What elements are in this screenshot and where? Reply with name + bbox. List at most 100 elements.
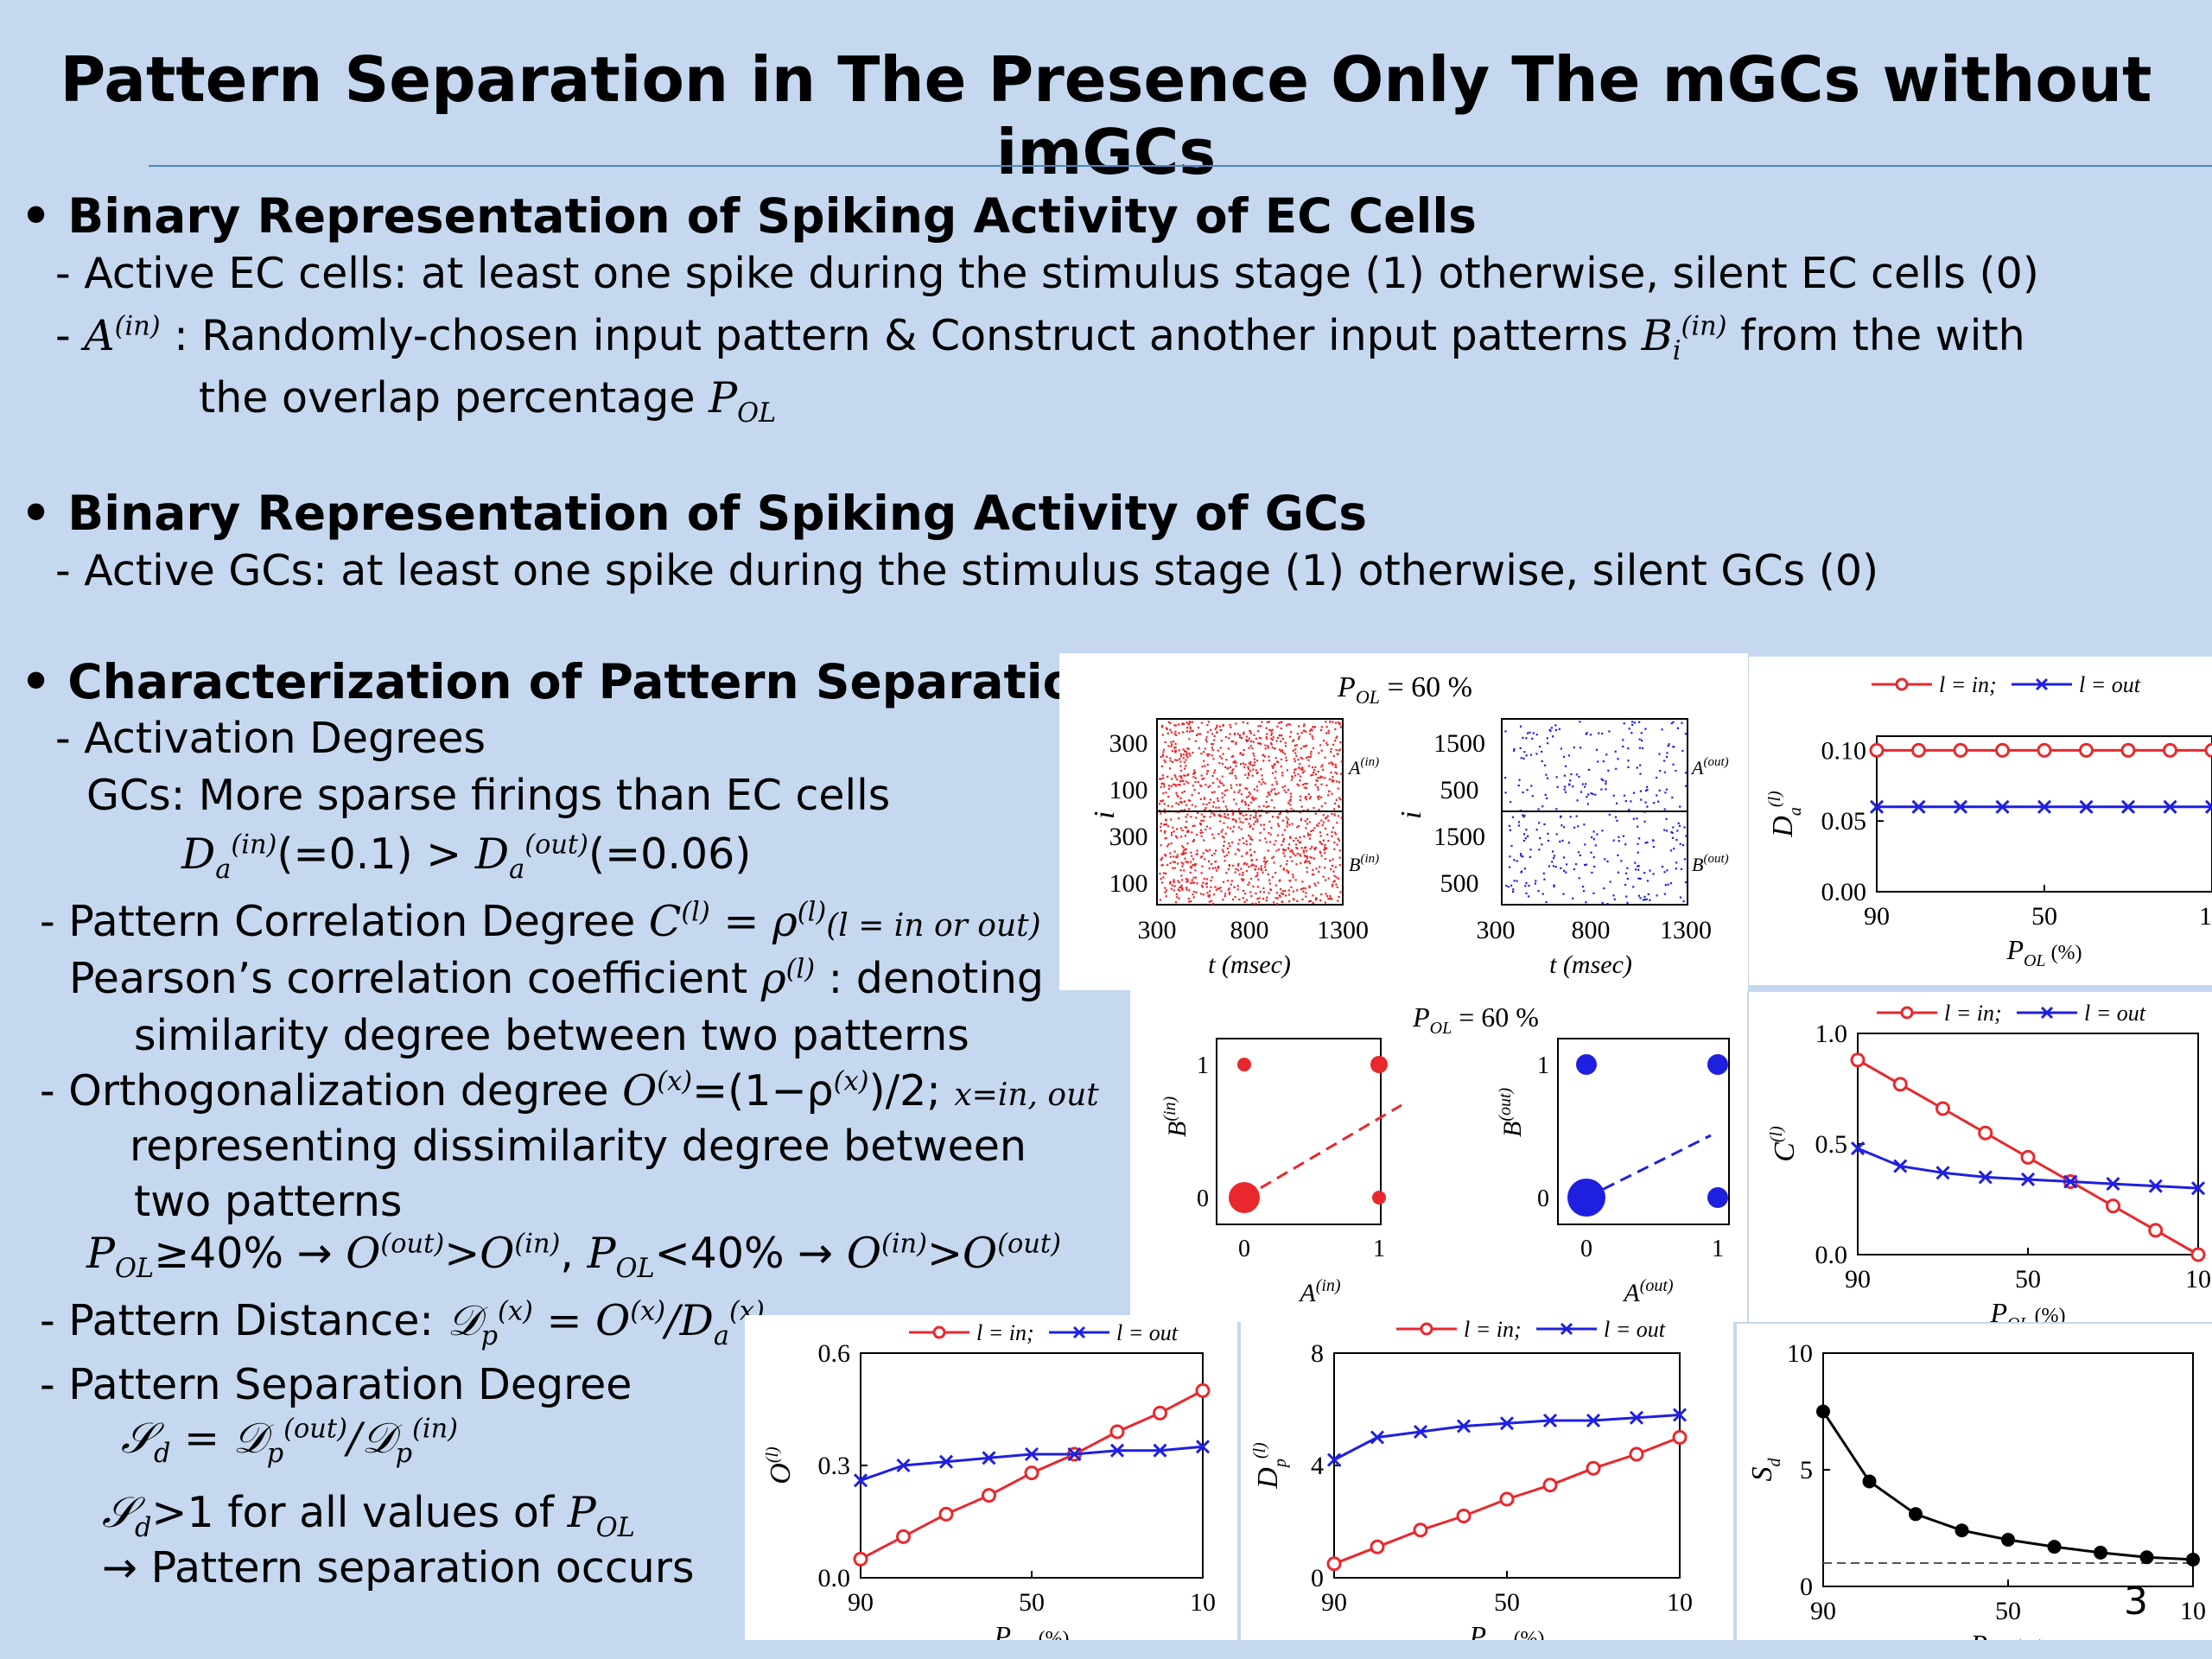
- spike: [1325, 784, 1328, 786]
- spike: [1534, 882, 1536, 885]
- spike: [1192, 825, 1194, 828]
- spike: [1579, 721, 1581, 723]
- spike: [1296, 852, 1299, 855]
- spike: [1240, 868, 1243, 870]
- spike: [1222, 880, 1225, 883]
- spike: [1261, 809, 1263, 811]
- spike: [1161, 856, 1164, 859]
- spike: [1299, 855, 1302, 857]
- spike: [1256, 874, 1259, 877]
- spike: [1173, 733, 1176, 735]
- data-point: [2190, 1247, 2206, 1262]
- spike: [1269, 791, 1272, 793]
- two-patterns-line: two patterns: [134, 1177, 403, 1226]
- spike: [1276, 725, 1279, 728]
- spike: [1262, 898, 1265, 900]
- spike: [1245, 853, 1248, 855]
- spike: [1264, 747, 1267, 750]
- spike: [1181, 791, 1184, 794]
- spike: [1300, 817, 1302, 820]
- spike: [1574, 863, 1578, 866]
- spike: [1280, 727, 1282, 730]
- spike: [1185, 804, 1188, 806]
- spike: [1171, 778, 1173, 780]
- spike: [1530, 785, 1533, 787]
- section-ec-heading: • Binary Representation of Spiking Activ…: [21, 188, 1477, 244]
- spike: [1305, 860, 1307, 862]
- spike: [1295, 754, 1298, 757]
- spike: [1218, 779, 1221, 782]
- axis-label-a-in: A(in): [1298, 1276, 1341, 1307]
- ec-line-2: - A(in) : Randomly-chosen input pattern …: [55, 311, 2025, 366]
- spike: [1321, 764, 1324, 766]
- spike: [1267, 849, 1269, 852]
- spike: [1219, 820, 1222, 823]
- spike: [1535, 753, 1538, 755]
- spike: [1333, 841, 1336, 844]
- spike: [1288, 900, 1291, 903]
- spike: [1221, 762, 1224, 766]
- spike: [1244, 787, 1247, 790]
- spike: [1325, 732, 1328, 734]
- spike: [1186, 842, 1189, 845]
- spike: [1336, 886, 1338, 888]
- spike: [1622, 745, 1624, 748]
- spike: [1230, 786, 1233, 789]
- spike: [1278, 849, 1281, 851]
- spike: [1308, 886, 1311, 889]
- spike: [1276, 834, 1279, 836]
- label-b-in: B(in): [1349, 852, 1379, 875]
- spike: [1311, 728, 1313, 732]
- spike: [1539, 837, 1541, 840]
- spike: [1287, 723, 1289, 726]
- spike: [1266, 860, 1268, 862]
- x-tick-label: 10: [2180, 1597, 2206, 1625]
- tick: 1500: [1433, 729, 1485, 758]
- spike: [1277, 823, 1280, 825]
- spike: [1194, 876, 1198, 879]
- tick: 300: [1109, 823, 1148, 851]
- x-tick-label: 10: [1667, 1588, 1693, 1617]
- spike: [1320, 728, 1323, 732]
- spike: [1605, 782, 1607, 785]
- spike: [1300, 847, 1303, 849]
- spike: [1312, 747, 1315, 749]
- legend-label: l = in;: [1464, 1317, 1522, 1342]
- spike: [1283, 829, 1287, 831]
- spike: [1162, 799, 1165, 802]
- spike: [1591, 836, 1593, 839]
- spike: [1224, 766, 1227, 769]
- spike: [1204, 858, 1206, 861]
- spike: [1281, 749, 1283, 752]
- spike: [1240, 828, 1243, 830]
- y-axis-label: C(l): [1767, 1126, 1801, 1162]
- spike: [1526, 789, 1529, 791]
- spike: [1248, 795, 1250, 798]
- spike: [1318, 870, 1320, 873]
- spike: [1524, 885, 1527, 887]
- spike: [1322, 768, 1325, 771]
- spike: [1217, 806, 1220, 809]
- spike: [1275, 793, 1278, 796]
- spike: [1231, 770, 1234, 772]
- spike: [1211, 747, 1213, 749]
- spike: [1607, 769, 1610, 772]
- spike: [1249, 814, 1252, 817]
- spike: [1170, 741, 1173, 743]
- spike: [1290, 807, 1293, 810]
- spike: [1249, 817, 1251, 820]
- spike: [1207, 770, 1210, 772]
- spike: [1224, 860, 1226, 862]
- spike: [1203, 760, 1205, 762]
- spike: [1325, 817, 1328, 819]
- spike: [1583, 823, 1586, 826]
- tick: 1300: [1660, 916, 1712, 944]
- spike: [1160, 825, 1162, 829]
- spike: [1268, 721, 1270, 723]
- spike: [1223, 784, 1225, 787]
- spike: [1324, 879, 1327, 881]
- spike: [1306, 855, 1308, 858]
- spike: [1658, 753, 1661, 755]
- spike: [1185, 878, 1188, 880]
- spike: [1211, 743, 1213, 746]
